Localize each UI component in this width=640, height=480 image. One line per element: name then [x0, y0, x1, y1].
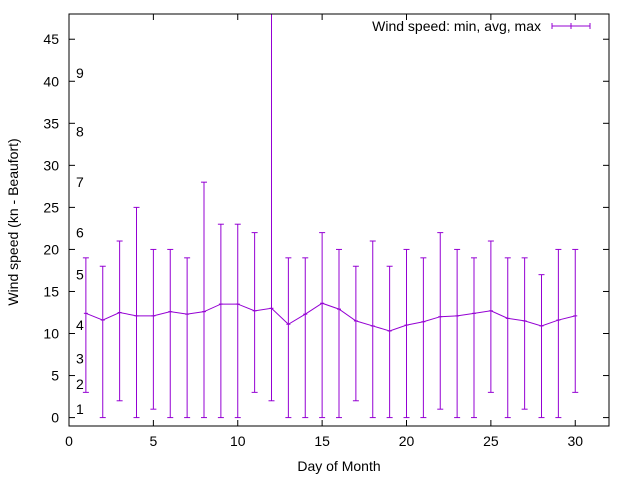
x-axis-label: Day of Month: [297, 458, 380, 474]
beaufort-label: 3: [76, 351, 84, 367]
x-tick-label: 15: [314, 433, 330, 449]
x-tick-label: 25: [483, 433, 499, 449]
data-layer: [82, 13, 579, 419]
beaufort-scale-labels: 1 2 3 4 5 6 7 8 9: [76, 65, 84, 417]
y-tick-label: 10: [43, 326, 59, 342]
legend-label: Wind speed: min, avg, max: [372, 18, 541, 34]
x-tick-label: 20: [399, 433, 415, 449]
beaufort-label: 6: [76, 225, 84, 241]
beaufort-label: 4: [76, 317, 84, 333]
beaufort-label: 8: [76, 124, 84, 140]
beaufort-label: 9: [76, 65, 84, 81]
beaufort-label: 1: [76, 401, 84, 417]
y-tick-label: 30: [43, 157, 59, 173]
y-tick-label: 0: [51, 410, 59, 426]
x-tick-label: 0: [65, 433, 73, 449]
beaufort-label: 7: [76, 174, 84, 190]
x-tick-label: 10: [230, 433, 246, 449]
y-tick-label: 5: [51, 368, 59, 384]
y-axis-label: Wind speed (kn - Beaufort): [5, 138, 21, 305]
x-tick-label: 5: [149, 433, 157, 449]
y-tick-label: 40: [43, 73, 59, 89]
plot-frame: [68, 13, 610, 427]
y-tick-label: 20: [43, 241, 59, 257]
beaufort-label: 2: [76, 376, 84, 392]
avg-line: [85, 302, 576, 332]
y-tick-label: 25: [43, 199, 59, 215]
legend-key: [551, 23, 591, 29]
y-tick-label: 35: [43, 115, 59, 131]
beaufort-label: 5: [76, 267, 84, 283]
y-tick-label: 45: [43, 31, 59, 47]
legend: Wind speed: min, avg, max: [372, 18, 591, 34]
x-tick-label: 30: [567, 433, 583, 449]
y-tick-label: 15: [43, 283, 59, 299]
